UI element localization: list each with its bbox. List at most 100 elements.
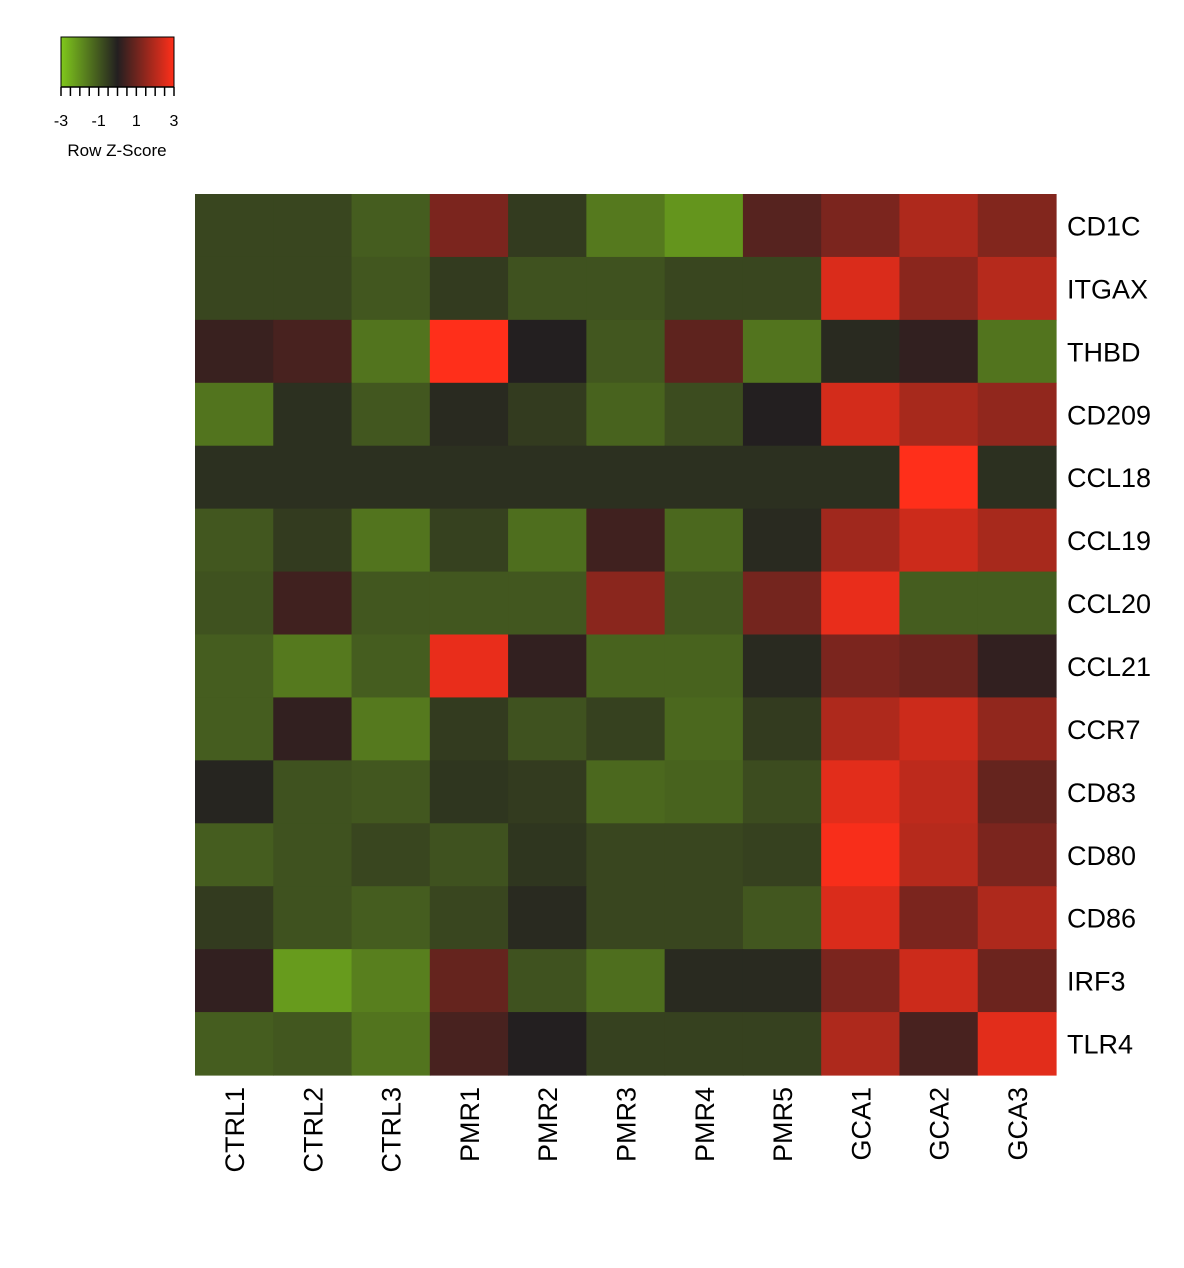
heatmap-cell <box>977 760 1057 824</box>
column-label: PMR4 <box>690 1087 720 1162</box>
heatmap-cell <box>195 949 274 1013</box>
heatmap-cell <box>273 319 353 384</box>
heatmap-cell <box>821 445 901 510</box>
heatmap-cell <box>195 823 274 887</box>
heatmap-cell <box>899 382 979 447</box>
heatmap-cell <box>429 823 509 887</box>
column-label: GCA2 <box>925 1087 955 1161</box>
color-key-tick-label: 3 <box>170 113 179 130</box>
heatmap-cell <box>664 256 744 321</box>
heatmap-cell <box>821 634 901 699</box>
heatmap-cell <box>351 886 431 950</box>
heatmap-cell <box>664 760 744 824</box>
heatmap-cell <box>351 508 431 573</box>
heatmap-cell <box>273 1012 353 1076</box>
heatmap-cell <box>195 571 274 636</box>
heatmap-cell <box>821 949 901 1013</box>
heatmap-cell <box>273 445 353 510</box>
heatmap-cell <box>351 760 431 824</box>
heatmap-cells <box>195 194 1057 1076</box>
heatmap-cell <box>508 571 587 636</box>
row-label: CD1C <box>1067 211 1141 241</box>
column-label: CTRL1 <box>220 1087 250 1173</box>
heatmap-cell <box>899 697 979 761</box>
heatmap-cell <box>821 256 901 321</box>
heatmap-cell <box>351 634 431 699</box>
heatmap-cell <box>429 319 509 384</box>
heatmap-cell <box>586 445 666 510</box>
heatmap-cell <box>273 697 353 761</box>
heatmap-cell <box>821 382 901 447</box>
heatmap-cell <box>351 949 431 1013</box>
heatmap-cell <box>742 382 822 447</box>
heatmap-cell <box>664 445 744 510</box>
heatmap-cell <box>508 256 587 321</box>
heatmap-cell <box>273 382 353 447</box>
heatmap-cell <box>586 194 666 258</box>
color-key-bar <box>60 36 175 88</box>
heatmap-cell <box>429 382 509 447</box>
heatmap-cell <box>351 256 431 321</box>
heatmap-cell <box>429 1012 509 1076</box>
heatmap-cell <box>977 508 1057 573</box>
heatmap-cell <box>586 508 666 573</box>
heatmap-cell <box>742 823 822 887</box>
row-label: ITGAX <box>1067 274 1148 304</box>
column-label: PMR3 <box>612 1087 642 1162</box>
heatmap-cell <box>586 886 666 950</box>
heatmap-cell <box>742 194 822 258</box>
color-key-title: Row Z-Score <box>67 141 166 160</box>
heatmap-cell <box>195 256 274 321</box>
row-labels: CD1C ITGAX THBD CD209 CCL18 CCL19 CCL20 CCL21 CC… <box>1067 211 1151 1059</box>
heatmap-cell <box>899 1012 979 1076</box>
heatmap-cell <box>664 949 744 1013</box>
heatmap-cell <box>899 823 979 887</box>
heatmap-cell <box>429 697 509 761</box>
heatmap-cell <box>508 1012 587 1076</box>
heatmap-cell <box>899 319 979 384</box>
heatmap-cell <box>977 823 1057 887</box>
heatmap-cell <box>977 886 1057 950</box>
row-label: THBD <box>1067 337 1141 367</box>
heatmap-cell <box>664 886 744 950</box>
heatmap-cell <box>508 194 587 258</box>
heatmap-cell <box>664 508 744 573</box>
heatmap-cell <box>742 634 822 699</box>
heatmap-cell <box>429 760 509 824</box>
heatmap-cell <box>977 445 1057 510</box>
heatmap-cell <box>273 823 353 887</box>
heatmap-cell <box>821 508 901 573</box>
heatmap-cell <box>273 886 353 950</box>
heatmap-cell <box>508 760 587 824</box>
heatmap-cell <box>977 319 1057 384</box>
heatmap-cell <box>977 256 1057 321</box>
heatmap-cell <box>195 194 274 258</box>
row-label: CD86 <box>1067 904 1136 934</box>
heatmap-cell <box>273 949 353 1013</box>
heatmap-cell <box>664 382 744 447</box>
column-label: PMR2 <box>533 1087 563 1162</box>
heatmap-cell <box>195 697 274 761</box>
row-label: CCL21 <box>1067 652 1151 682</box>
heatmap-cell <box>742 697 822 761</box>
heatmap-cell <box>429 949 509 1013</box>
heatmap-cell <box>508 508 587 573</box>
heatmap-cell <box>821 571 901 636</box>
heatmap-cell <box>664 319 744 384</box>
heatmap-cell <box>742 319 822 384</box>
heatmap-cell <box>742 886 822 950</box>
heatmap-cell <box>508 382 587 447</box>
heatmap-cell <box>821 697 901 761</box>
heatmap-cell <box>351 382 431 447</box>
heatmap-cell <box>586 949 666 1013</box>
heatmap-cell <box>899 256 979 321</box>
heatmap-cell <box>195 760 274 824</box>
heatmap-cell <box>664 194 744 258</box>
heatmap-cell <box>977 194 1057 258</box>
column-label: GCA1 <box>846 1087 876 1161</box>
color-key-tick-labels: -3 -1 1 3 <box>54 113 179 130</box>
heatmap-cell <box>508 697 587 761</box>
heatmap-cell <box>351 1012 431 1076</box>
heatmap-cell <box>821 760 901 824</box>
